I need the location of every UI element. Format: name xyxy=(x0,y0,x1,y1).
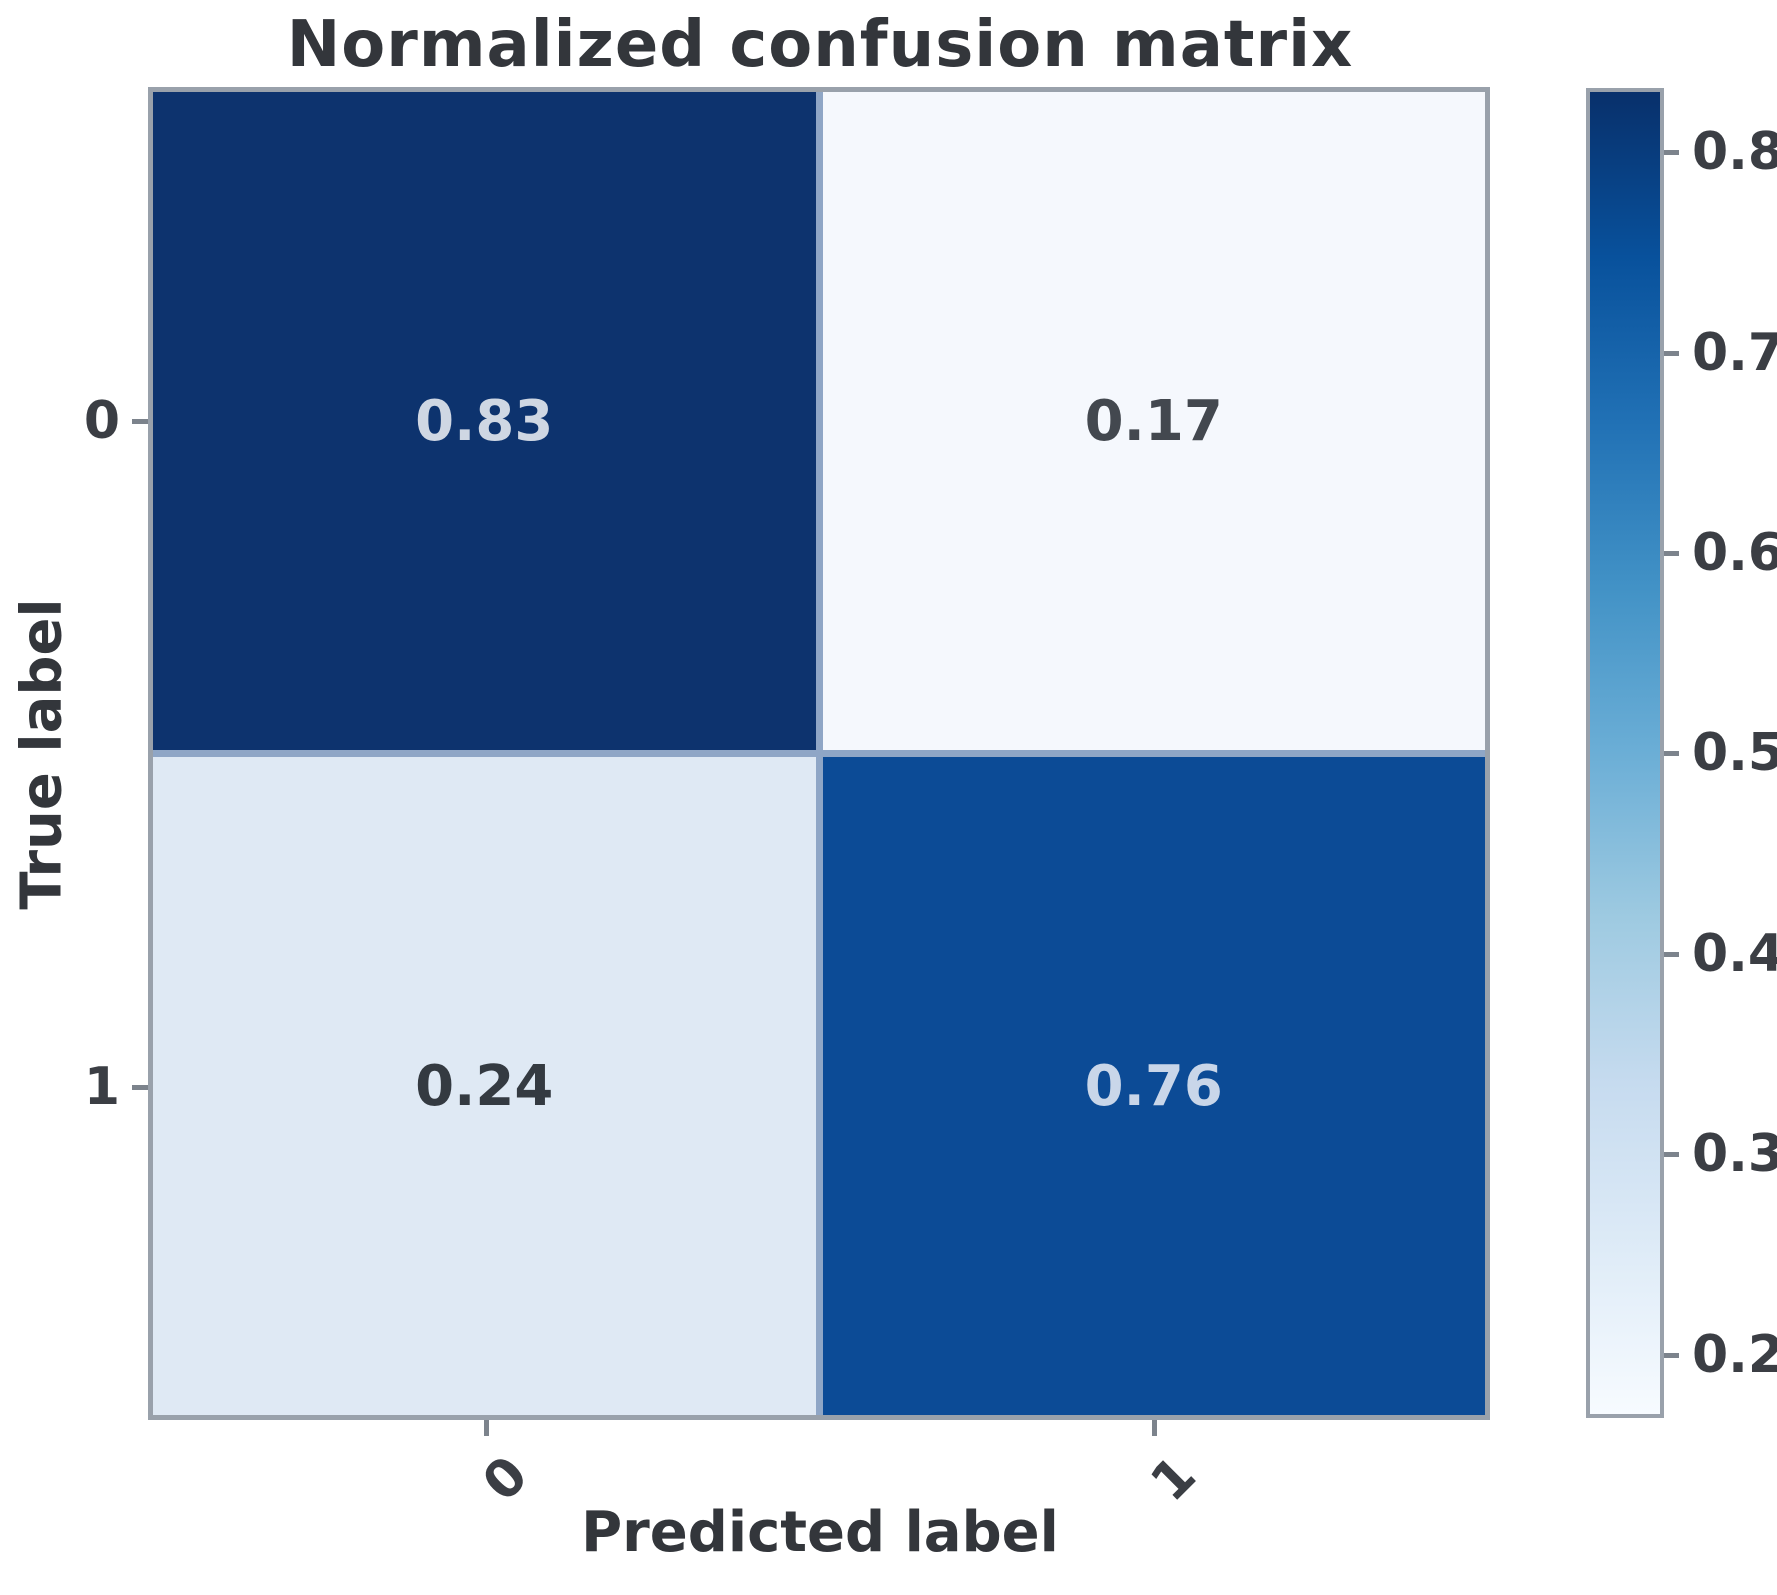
colorbar-tick-mark-0.6 xyxy=(1664,551,1679,556)
matrix-cell-true1-pred0: 0.24 xyxy=(153,757,816,1415)
colorbar-tick-mark-0.2 xyxy=(1664,1353,1679,1358)
x-tick-mark-1 xyxy=(1152,1420,1157,1436)
colorbar-tick-label-0.4: 0.4 xyxy=(1692,924,1777,984)
y-tick-mark-1 xyxy=(132,1085,148,1090)
colorbar-tick-label-0.7: 0.7 xyxy=(1692,323,1777,383)
y-tick-label-1: 1 xyxy=(83,1057,120,1117)
confusion-matrix-heatmap: 0.83 0.17 0.24 0.76 xyxy=(148,87,1490,1420)
x-tick-mark-0 xyxy=(484,1420,489,1436)
chart-title: Normalized confusion matrix xyxy=(286,8,1354,82)
y-tick-mark-0 xyxy=(132,419,148,424)
y-axis-label: True label xyxy=(9,598,75,910)
matrix-cell-true0-pred1: 0.17 xyxy=(822,92,1485,750)
colorbar-tick-mark-0.8 xyxy=(1664,150,1679,155)
colorbar-tick-mark-0.3 xyxy=(1664,1152,1679,1157)
colorbar-tick-label-0.3: 0.3 xyxy=(1692,1124,1777,1184)
matrix-cell-true0-pred0: 0.83 xyxy=(153,92,816,750)
colorbar-tick-label-0.2: 0.2 xyxy=(1692,1325,1777,1385)
matrix-cell-true1-pred1: 0.76 xyxy=(822,757,1485,1415)
colorbar-tick-mark-0.7 xyxy=(1664,351,1679,356)
colorbar-gradient xyxy=(1586,88,1664,1418)
colorbar-tick-mark-0.5 xyxy=(1664,751,1679,756)
y-tick-label-0: 0 xyxy=(83,391,120,451)
x-axis-label: Predicted label xyxy=(581,1500,1059,1565)
colorbar-tick-label-0.6: 0.6 xyxy=(1692,523,1777,583)
colorbar-tick-label-0.5: 0.5 xyxy=(1692,723,1777,783)
colorbar-tick-mark-0.4 xyxy=(1664,952,1679,957)
colorbar-tick-label-0.8: 0.8 xyxy=(1692,122,1777,182)
